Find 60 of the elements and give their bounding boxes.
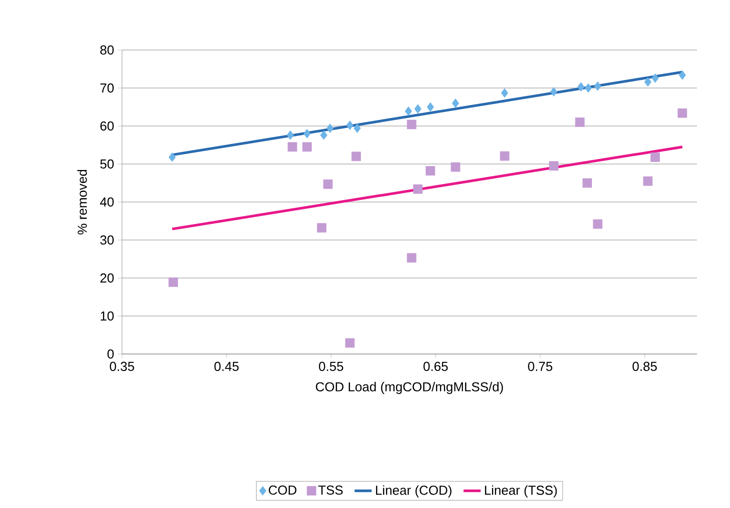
legend-label: Linear (COD) — [376, 485, 452, 498]
legend-label: COD — [268, 485, 296, 495]
point — [288, 142, 298, 152]
point — [549, 161, 558, 171]
y-tick-label: 80 — [100, 45, 114, 55]
legend-label: TSS — [318, 485, 343, 495]
point — [577, 82, 585, 92]
point — [550, 87, 558, 97]
y-tick-label: 60 — [100, 121, 114, 131]
point — [644, 77, 652, 87]
point — [594, 81, 602, 91]
point — [652, 73, 659, 83]
x-tick-label: 0.75 — [528, 362, 552, 371]
point — [501, 88, 508, 98]
x-tick-label: 0.45 — [214, 362, 239, 371]
point — [413, 184, 423, 194]
y-tick-label: 40 — [100, 197, 114, 207]
point — [678, 108, 688, 118]
point — [584, 83, 592, 93]
point — [450, 162, 460, 172]
point — [323, 179, 333, 189]
point — [168, 152, 176, 162]
point — [303, 128, 311, 138]
point — [354, 124, 361, 133]
x-tick-label: 0.65 — [423, 362, 448, 371]
point — [346, 120, 354, 130]
point — [351, 152, 361, 162]
x-tick-label: 0.85 — [632, 362, 657, 371]
point — [345, 338, 355, 348]
x-tick-label: 0.35 — [110, 362, 134, 371]
point — [678, 70, 686, 80]
point — [500, 151, 510, 161]
point — [426, 102, 434, 112]
point — [582, 178, 592, 188]
point — [404, 106, 412, 116]
point — [650, 152, 660, 162]
point — [168, 277, 178, 287]
y-tick-label: 70 — [100, 83, 114, 93]
y-tick-label: 20 — [100, 273, 114, 283]
point — [592, 219, 602, 229]
y-tick-label: 30 — [100, 235, 114, 245]
legend-label: Linear (TSS) — [485, 485, 557, 498]
x-tick-label: 0.55 — [318, 362, 344, 371]
point — [406, 253, 416, 263]
point — [414, 104, 422, 114]
y-tick-label: 0 — [107, 349, 114, 359]
y-tick-label: 50 — [100, 159, 114, 169]
point — [575, 118, 585, 127]
point — [316, 223, 326, 233]
point — [426, 166, 436, 176]
point — [320, 130, 328, 140]
point — [643, 176, 653, 186]
point — [326, 124, 334, 133]
point — [406, 120, 416, 130]
x-axis-title: COD Load (mgCOD/mgMLSS/d) — [316, 382, 503, 394]
y-axis-title: % removed — [77, 170, 87, 234]
point — [302, 142, 312, 152]
point — [286, 130, 294, 140]
y-tick-label: 10 — [100, 311, 114, 321]
point — [452, 98, 460, 108]
